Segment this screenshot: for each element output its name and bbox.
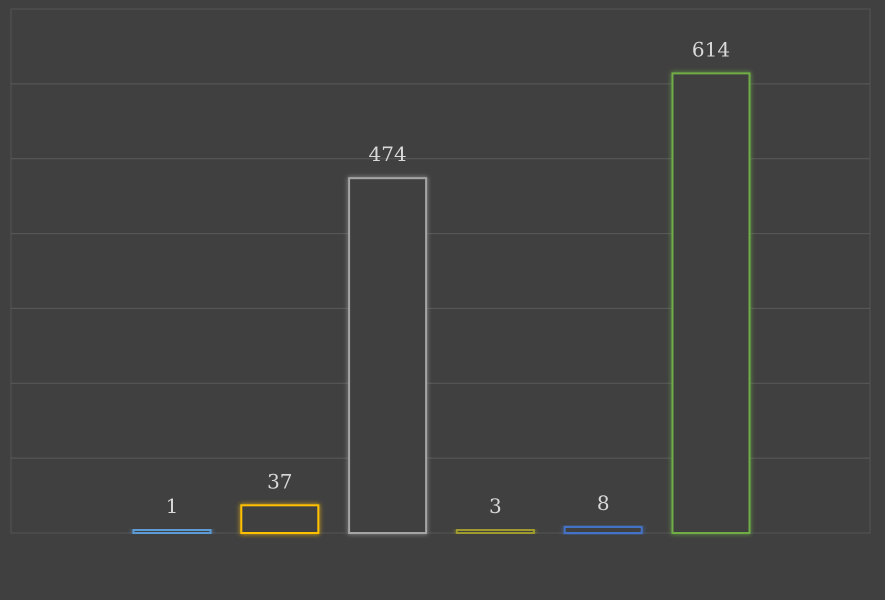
- data-labels: 1 37 474 3 8 614: [166, 37, 730, 518]
- data-label-6: 614: [692, 37, 730, 61]
- bars: [132, 72, 751, 535]
- plot-area-frame: [10, 8, 871, 534]
- bar-2: [240, 504, 320, 534]
- data-label-5: 8: [597, 491, 610, 515]
- data-label-4: 3: [489, 494, 502, 518]
- data-label-2: 37: [267, 469, 292, 493]
- data-label-3: 474: [369, 142, 407, 166]
- bar-3: [348, 177, 428, 534]
- bar-1: [132, 529, 212, 534]
- bar-5: [563, 526, 643, 534]
- bar-6: [671, 72, 751, 535]
- bar-4: [455, 529, 535, 534]
- data-label-1: 1: [166, 494, 179, 518]
